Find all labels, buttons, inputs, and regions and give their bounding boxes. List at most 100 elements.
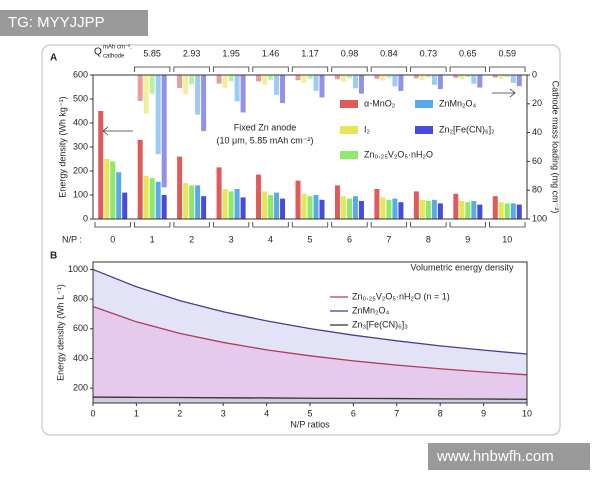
x-tick-label: 4 — [264, 408, 269, 418]
line — [92, 396, 528, 400]
loading-bar — [459, 75, 465, 80]
x-tick-label: 2 — [177, 408, 182, 418]
bar — [116, 172, 122, 219]
bar — [374, 189, 380, 219]
group-bracket — [370, 222, 408, 228]
legend-label: Zn₂[Fe(CN)₆]₂ — [439, 124, 495, 134]
bar — [274, 192, 280, 219]
group-bracket — [331, 222, 368, 228]
group-bracket — [212, 222, 250, 228]
bar — [143, 175, 149, 219]
loading-bar — [471, 75, 477, 84]
loading-bar — [319, 75, 325, 98]
x-tick-label: 7 — [394, 408, 399, 418]
legend-label: Zn₀.₂₅V₂O₅·nH₂O — [364, 149, 433, 159]
group-bracket — [489, 222, 526, 228]
bar — [228, 191, 234, 219]
bar — [280, 198, 286, 219]
y2-axis-label: Cathode mass loading (mg cm⁻²) — [551, 81, 561, 214]
y-tick-label: 300 — [73, 141, 88, 151]
capacity-label: 5.85 — [143, 48, 161, 58]
capacity-label: 1.46 — [262, 48, 280, 58]
legend-label: ZnMn₂O₄ — [439, 98, 476, 108]
area-fill — [93, 397, 527, 403]
capacity-label: 1.17 — [301, 48, 319, 58]
bar — [352, 196, 358, 219]
group-bracket — [370, 66, 408, 72]
group-bracket — [173, 222, 210, 228]
y-tick-label: 200 — [73, 383, 88, 393]
bar — [216, 167, 222, 219]
y-tick-label: 400 — [73, 353, 88, 363]
x-tick-label: 1 — [150, 234, 155, 244]
loading-bar — [262, 75, 268, 85]
capacity-label: 0.59 — [499, 48, 517, 58]
loading-bar — [425, 75, 431, 78]
group-bracket — [410, 66, 447, 72]
x-tick-label: 8 — [426, 234, 431, 244]
y2-tick-label: 80 — [532, 185, 542, 195]
bar — [471, 201, 477, 219]
group-bracket — [449, 222, 486, 228]
x-tick-label: 10 — [522, 408, 532, 418]
capacity-label: 0.84 — [380, 48, 398, 58]
loading-bar — [307, 75, 313, 79]
loading-bar — [234, 75, 240, 102]
loading-bar — [352, 75, 358, 89]
y-tick-label: 600 — [73, 323, 88, 333]
loading-bar — [143, 75, 149, 114]
loading-bar — [516, 75, 522, 87]
bar — [516, 204, 522, 219]
annotation: Fixed Zn anode — [234, 122, 297, 132]
loading-bar — [280, 75, 286, 104]
bar — [510, 203, 516, 219]
x-tick-label: 8 — [438, 408, 443, 418]
loading-bar — [268, 75, 274, 80]
loading-bar — [386, 75, 392, 78]
legend-label: Zn₀.₂₅V₂O₅·nH₂O (n = 1) — [352, 291, 450, 301]
legend-label: α-MnO₂ — [364, 98, 396, 108]
watermark: www.hnbwfh.com — [436, 448, 554, 465]
annotation: Volumetric energy density — [410, 262, 514, 272]
watermark-box — [0, 10, 148, 36]
top-label: Q — [94, 47, 102, 58]
loading-bar — [380, 75, 386, 81]
bar — [453, 193, 459, 219]
loading-bar — [137, 75, 143, 101]
bar — [149, 178, 155, 219]
line — [92, 268, 528, 355]
x-tick-label: 0 — [110, 234, 115, 244]
loading-bar — [313, 75, 319, 91]
group-bracket — [291, 66, 329, 72]
loading-bar — [498, 75, 504, 79]
legend-label: I₂ — [364, 124, 371, 134]
loading-bar — [222, 75, 228, 88]
bar — [358, 201, 364, 219]
loading-bar — [374, 75, 380, 79]
loading-bar — [510, 75, 516, 83]
x-tick-label: 9 — [465, 234, 470, 244]
bar — [122, 192, 128, 219]
capacity-label: 0.98 — [341, 48, 359, 58]
y2-tick-label: 0 — [532, 69, 537, 79]
bar — [240, 197, 246, 219]
x-tick-label: 5 — [307, 234, 312, 244]
y-tick-label: 100 — [73, 189, 88, 199]
loading-bar — [189, 75, 195, 85]
group-bracket — [94, 222, 131, 228]
y2-tick-label: 60 — [532, 156, 542, 166]
loading-bar — [256, 75, 262, 82]
legend-swatch — [415, 100, 433, 108]
bar — [431, 199, 437, 219]
group-bracket — [212, 66, 250, 72]
x-tick-label: 0 — [90, 408, 95, 418]
loading-bar — [183, 75, 189, 95]
panel-letter: B — [50, 251, 57, 262]
y2-tick-label: 20 — [532, 98, 542, 108]
bar — [98, 111, 104, 219]
bar — [477, 204, 483, 219]
x-tick-label: 6 — [351, 408, 356, 418]
y-tick-label: 1000 — [68, 264, 88, 274]
x-tick-label: 5 — [307, 408, 312, 418]
